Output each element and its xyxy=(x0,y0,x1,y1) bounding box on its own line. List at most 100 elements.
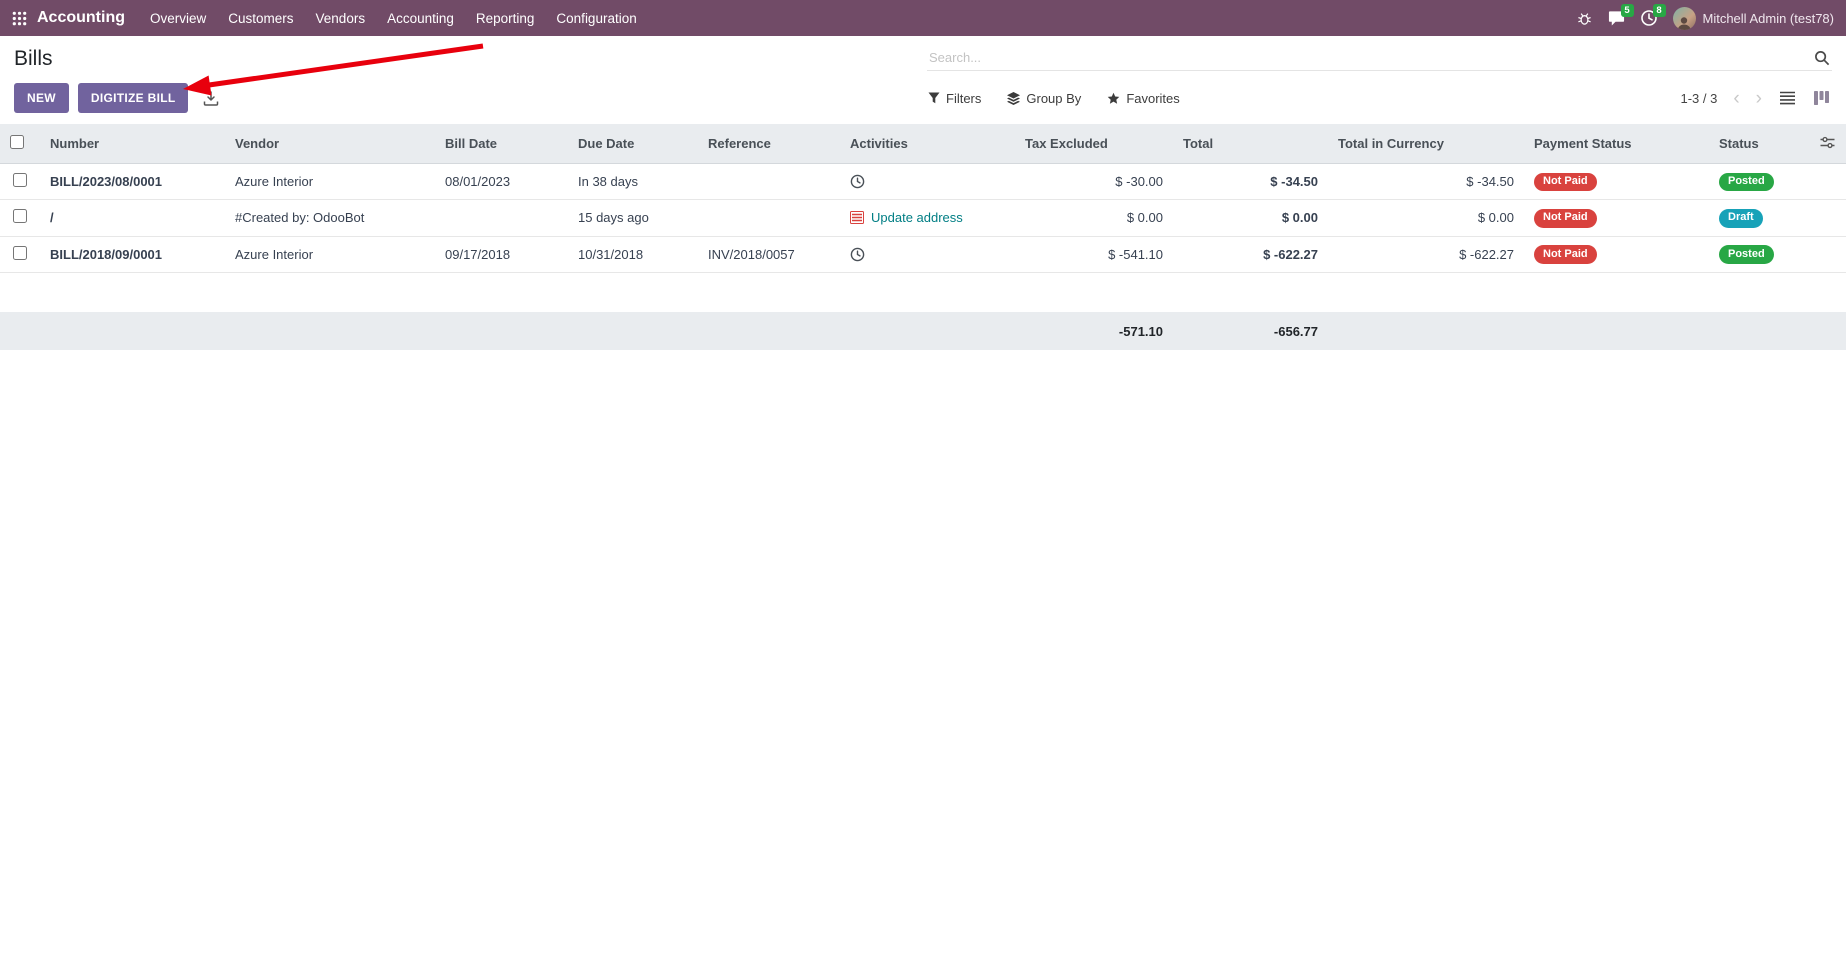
footer-tax-excluded-total: -571.10 xyxy=(1015,312,1173,351)
col-header-tax-excluded[interactable]: Tax Excluded xyxy=(1015,124,1173,164)
row-checkbox[interactable] xyxy=(13,209,27,224)
cell-number: / xyxy=(40,199,225,237)
pager-previous-icon[interactable]: ‹ xyxy=(1729,89,1743,108)
cell-activities[interactable] xyxy=(840,236,1015,273)
col-header-number[interactable]: Number xyxy=(40,124,225,164)
page-title: Bills xyxy=(14,47,53,70)
group-by-button[interactable]: Group By xyxy=(1007,91,1081,106)
column-settings-icon[interactable] xyxy=(1814,124,1846,164)
cell-bill-date xyxy=(435,199,568,237)
cell-activities[interactable]: Update address xyxy=(840,199,1015,237)
cell-due-date: In 38 days xyxy=(568,163,698,201)
kanban-view-icon[interactable] xyxy=(1809,88,1834,108)
cell-total: $ -622.27 xyxy=(1173,236,1328,273)
search-icon[interactable] xyxy=(1814,50,1830,66)
payment-status-badge: Not Paid xyxy=(1534,172,1597,192)
cell-total-in-currency: $ -622.27 xyxy=(1328,236,1524,273)
cell-status: Posted xyxy=(1709,236,1814,273)
col-header-reference[interactable]: Reference xyxy=(698,124,840,164)
menu-reporting[interactable]: Reporting xyxy=(475,10,535,26)
favorites-button[interactable]: Favorites xyxy=(1107,91,1180,106)
cell-tax-excluded: $ -30.00 xyxy=(1015,163,1173,201)
select-all-checkbox[interactable] xyxy=(10,135,24,149)
pager-and-views: 1-3 / 3 ‹ › xyxy=(1680,88,1834,108)
layers-icon xyxy=(1007,91,1021,105)
list-view-icon[interactable] xyxy=(1774,88,1801,108)
payment-status-badge: Not Paid xyxy=(1534,245,1597,264)
status-badge: Draft xyxy=(1719,208,1763,228)
search-options: Filters Group By Favorites xyxy=(928,91,1180,106)
row-checkbox[interactable] xyxy=(13,173,27,188)
activities-badge: 8 xyxy=(1652,4,1666,17)
search-input[interactable] xyxy=(929,50,1814,65)
col-header-bill-date[interactable]: Bill Date xyxy=(435,124,568,164)
cell-tax-excluded: $ -541.10 xyxy=(1015,236,1173,273)
col-header-due-date[interactable]: Due Date xyxy=(568,124,698,164)
funnel-icon xyxy=(928,92,940,104)
cell-bill-date: 09/17/2018 xyxy=(435,236,568,273)
new-button[interactable]: NEW xyxy=(14,83,69,113)
menu-vendors[interactable]: Vendors xyxy=(315,10,366,26)
col-header-status[interactable]: Status xyxy=(1709,124,1814,164)
cell-total: $ 0.00 xyxy=(1173,199,1328,237)
control-panel-buttons: NEW DIGITIZE BILL Filters Group By Favor… xyxy=(0,76,1846,120)
cell-reference xyxy=(698,199,840,237)
bills-table: Number Vendor Bill Date Due Date Referen… xyxy=(0,124,1846,351)
status-badge: Posted xyxy=(1719,245,1774,264)
table-row[interactable]: / #Created by: OdooBot 15 days ago Updat… xyxy=(0,199,1846,237)
activities-icon[interactable]: 8 xyxy=(1640,4,1666,26)
cell-due-date: 15 days ago xyxy=(568,199,698,237)
control-panel-top: Bills xyxy=(0,36,1846,76)
activity-link[interactable]: Update address xyxy=(871,210,963,226)
cell-payment-status: Not Paid xyxy=(1524,163,1709,201)
search-bar[interactable] xyxy=(927,48,1832,71)
row-checkbox[interactable] xyxy=(13,245,27,260)
pager-next-icon[interactable]: › xyxy=(1752,89,1766,108)
col-header-total[interactable]: Total xyxy=(1173,124,1328,164)
digitize-bill-button[interactable]: DIGITIZE BILL xyxy=(77,83,189,113)
avatar xyxy=(1672,6,1696,30)
messages-icon[interactable]: 5 xyxy=(1608,4,1634,26)
cell-activities[interactable] xyxy=(840,163,1015,201)
activity-clock-icon xyxy=(850,174,865,189)
table-row[interactable]: BILL/2018/09/0001 Azure Interior 09/17/2… xyxy=(0,236,1846,273)
menu-customers[interactable]: Customers xyxy=(228,10,294,26)
app-name[interactable]: Accounting xyxy=(37,9,125,26)
bug-icon[interactable] xyxy=(1577,11,1592,26)
cell-status: Draft xyxy=(1709,199,1814,237)
cell-vendor: Azure Interior xyxy=(225,236,435,273)
cell-vendor: #Created by: OdooBot xyxy=(225,199,435,237)
menu-configuration[interactable]: Configuration xyxy=(556,10,637,26)
pager-label: 1-3 / 3 xyxy=(1680,90,1718,106)
menu-overview[interactable]: Overview xyxy=(150,10,207,26)
cell-total: $ -34.50 xyxy=(1173,163,1328,201)
apps-grid-icon[interactable] xyxy=(12,11,27,26)
col-header-activities[interactable]: Activities xyxy=(840,124,1015,164)
menu-accounting[interactable]: Accounting xyxy=(387,10,454,26)
col-header-payment-status[interactable]: Payment Status xyxy=(1524,124,1709,164)
col-header-vendor[interactable]: Vendor xyxy=(225,124,435,164)
star-icon xyxy=(1108,92,1120,104)
cell-total-in-currency: $ -34.50 xyxy=(1328,163,1524,201)
cell-reference xyxy=(698,163,840,201)
status-badge: Posted xyxy=(1719,172,1774,192)
upload-document-icon[interactable] xyxy=(203,90,219,106)
user-menu[interactable]: Mitchell Admin (test78) xyxy=(1672,6,1834,30)
table-totals-row: -571.10 -656.77 xyxy=(0,312,1846,351)
top-navbar: Accounting Overview Customers Vendors Ac… xyxy=(0,0,1846,36)
filters-button[interactable]: Filters xyxy=(928,91,981,106)
cell-payment-status: Not Paid xyxy=(1524,236,1709,273)
cell-status: Posted xyxy=(1709,163,1814,201)
cell-bill-date: 08/01/2023 xyxy=(435,163,568,201)
col-header-total-in-currency[interactable]: Total in Currency xyxy=(1328,124,1524,164)
activity-exception-icon xyxy=(850,211,864,225)
footer-total: -656.77 xyxy=(1173,312,1328,351)
cell-number: BILL/2018/09/0001 xyxy=(40,236,225,273)
table-spacer xyxy=(0,272,1846,313)
cell-vendor: Azure Interior xyxy=(225,163,435,201)
cell-payment-status: Not Paid xyxy=(1524,199,1709,237)
messages-badge: 5 xyxy=(1620,4,1634,17)
table-row[interactable]: BILL/2023/08/0001 Azure Interior 08/01/2… xyxy=(0,163,1846,201)
payment-status-badge: Not Paid xyxy=(1534,208,1597,228)
table-header-row: Number Vendor Bill Date Due Date Referen… xyxy=(0,124,1846,164)
